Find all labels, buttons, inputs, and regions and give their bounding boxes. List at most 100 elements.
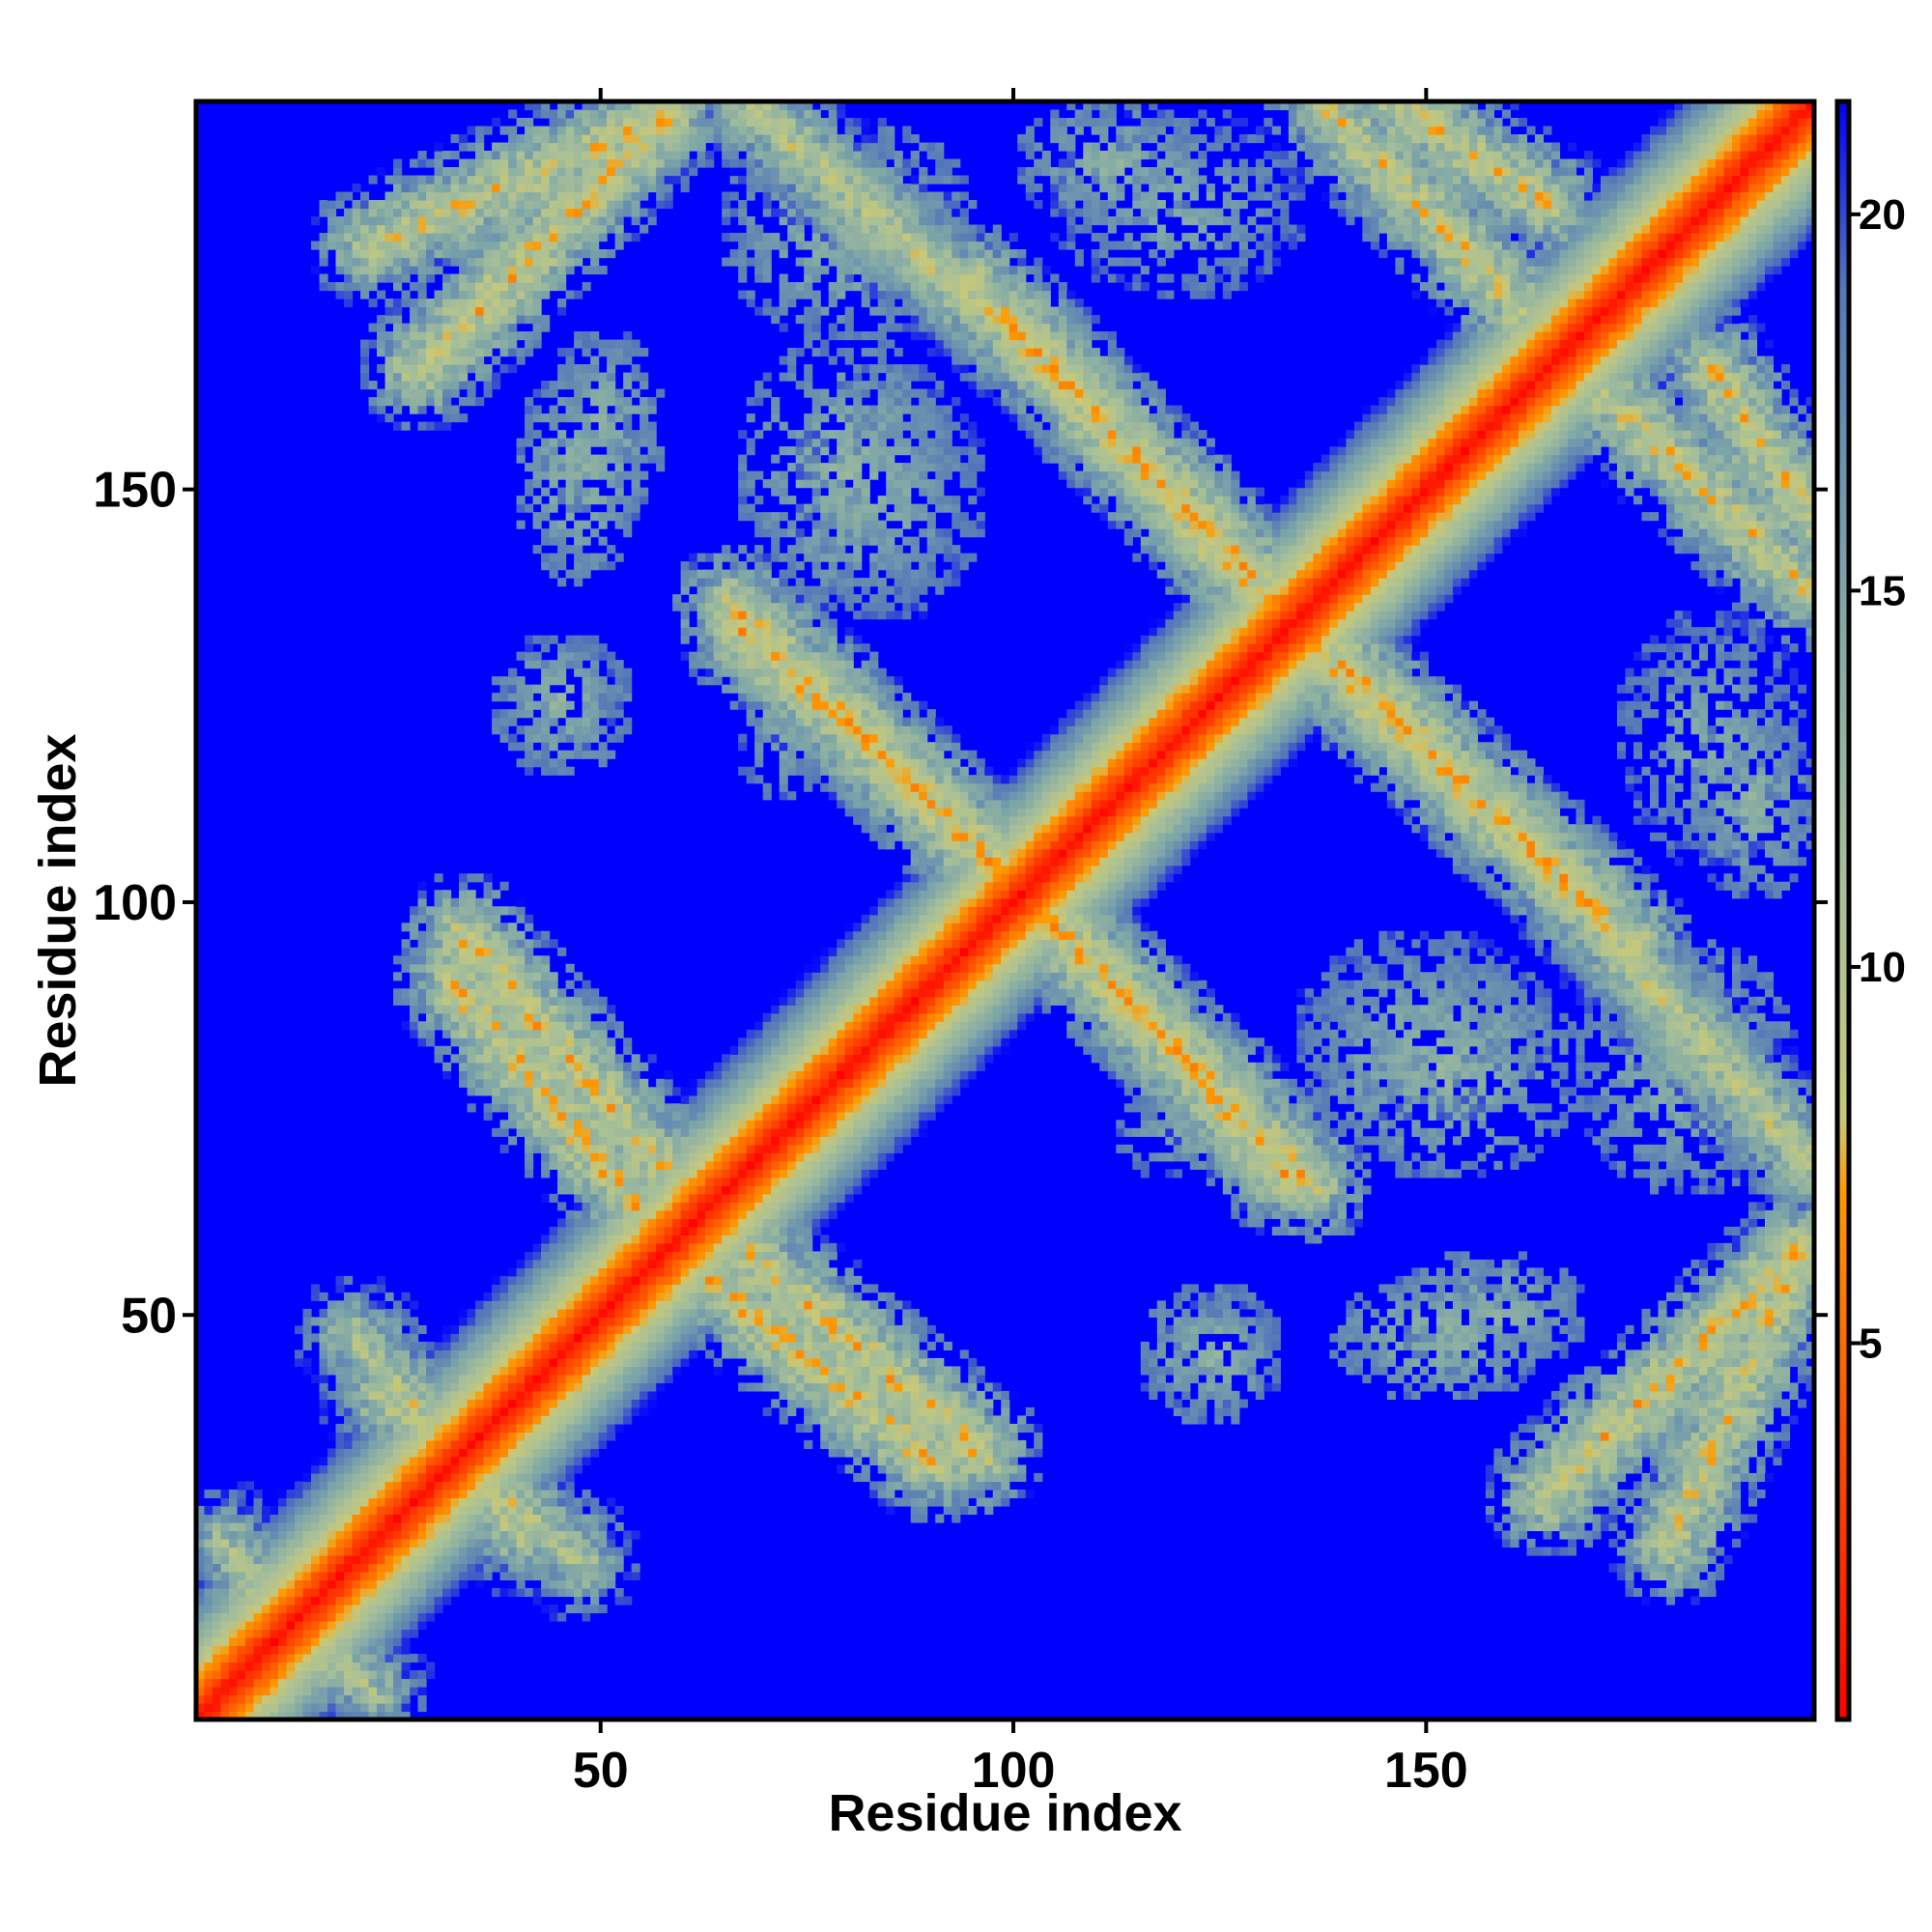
heatmap-cell (738, 1284, 748, 1293)
heatmap-cell (574, 569, 583, 579)
heatmap-cell (574, 339, 583, 349)
heatmap-cell (417, 1472, 427, 1483)
heatmap-cell (459, 890, 469, 899)
heatmap-cell (401, 1571, 411, 1581)
heatmap-cell (607, 1021, 616, 1031)
heatmap-cell (335, 1399, 345, 1408)
heatmap-cell (549, 381, 558, 390)
heatmap-cell (278, 1505, 288, 1516)
heatmap-cell (631, 1070, 640, 1080)
heatmap-cell (656, 1160, 666, 1170)
heatmap-cell (352, 1579, 361, 1589)
heatmap-cell (607, 167, 616, 177)
heatmap-cell (516, 1382, 526, 1392)
heatmap-cell (492, 1399, 501, 1408)
heatmap-cell (623, 1111, 633, 1121)
heatmap-cell (499, 1087, 509, 1096)
heatmap-cell (442, 1514, 452, 1523)
heatmap-cell (582, 1514, 591, 1523)
heatmap-cell (574, 988, 583, 998)
heatmap-cell (574, 438, 583, 447)
heatmap-cell (344, 1317, 354, 1326)
heatmap-cell (532, 1120, 542, 1129)
heatmap-cell (508, 364, 518, 374)
heatmap-cell (738, 1037, 748, 1047)
heatmap-cell (696, 660, 706, 669)
heatmap-cell (647, 1350, 657, 1359)
heatmap-cell (525, 266, 534, 275)
heatmap-cell (532, 1317, 542, 1326)
heatmap-cell (335, 1341, 345, 1350)
heatmap-cell (607, 142, 616, 152)
heatmap-cell (565, 545, 575, 554)
heatmap-cell (590, 1087, 600, 1096)
heatmap-cell (565, 996, 575, 1006)
heatmap-cell (270, 1694, 279, 1704)
heatmap-cell (319, 1415, 328, 1425)
heatmap-cell (705, 1185, 715, 1195)
heatmap-cell (434, 405, 443, 414)
heatmap-cell (631, 1333, 640, 1343)
heatmap-cell (384, 1547, 394, 1556)
heatmap-cell (459, 372, 469, 382)
heatmap-cell (541, 167, 551, 177)
heatmap-cell (311, 1284, 321, 1293)
heatmap-cell (696, 1177, 706, 1186)
heatmap-cell (352, 1636, 361, 1647)
heatmap-cell (450, 413, 460, 423)
heatmap-cell (623, 355, 633, 365)
heatmap-cell (393, 1620, 403, 1631)
heatmap-cell (459, 939, 469, 949)
heatmap-cell (582, 1439, 591, 1450)
heatmap-cell (483, 339, 493, 349)
heatmap-cell (368, 1456, 378, 1466)
heatmap-cell (672, 158, 682, 168)
heatmap-cell (705, 1292, 715, 1301)
heatmap-cell (705, 1103, 715, 1113)
heatmap-cell (401, 1439, 411, 1450)
heatmap-cell (410, 208, 419, 217)
heatmap-cell (196, 1678, 206, 1688)
heatmap-cell (689, 1185, 698, 1195)
heatmap-cell (525, 1521, 534, 1532)
heatmap-cell (582, 676, 591, 686)
heatmap-cell (541, 512, 551, 522)
heatmap-cell (614, 1078, 624, 1088)
heatmap-cell (713, 1202, 723, 1211)
heatmap-cell (574, 470, 583, 480)
heatmap-cell (434, 142, 443, 152)
heatmap-cell (607, 1382, 616, 1392)
heatmap-cell (302, 1547, 312, 1556)
heatmap-cell (204, 1694, 213, 1704)
heatmap-cell (541, 750, 551, 759)
heatmap-cell (492, 257, 501, 267)
heatmap-cell (557, 700, 567, 710)
heatmap-cell (696, 1242, 706, 1252)
heatmap-cell (557, 249, 567, 259)
heatmap-cell (607, 1439, 616, 1450)
heatmap-cell (344, 1382, 354, 1392)
heatmap-cell (270, 1604, 279, 1614)
heatmap-cell (623, 1202, 633, 1211)
heatmap-cell (492, 1284, 501, 1293)
heatmap-cell (541, 446, 551, 456)
heatmap-cell (417, 1711, 427, 1720)
heatmap-cell (344, 257, 354, 267)
heatmap-cell (492, 1489, 501, 1499)
heatmap-cell (368, 1653, 378, 1663)
heatmap-cell (319, 1366, 328, 1376)
heatmap-cell (713, 561, 723, 571)
heatmap-cell (614, 660, 624, 669)
heatmap-cell (426, 397, 436, 407)
heatmap-cell (541, 1144, 551, 1153)
heatmap-cell (532, 660, 542, 669)
heatmap-cell (574, 241, 583, 250)
heatmap-cell (647, 109, 657, 119)
heatmap-cell (582, 725, 591, 735)
heatmap-cell (410, 405, 419, 414)
heatmap-cell (729, 1120, 739, 1129)
heatmap-cell (746, 1350, 755, 1359)
heatmap-cell (582, 553, 591, 562)
heatmap-cell (541, 939, 551, 949)
heatmap-cell (713, 1284, 723, 1293)
